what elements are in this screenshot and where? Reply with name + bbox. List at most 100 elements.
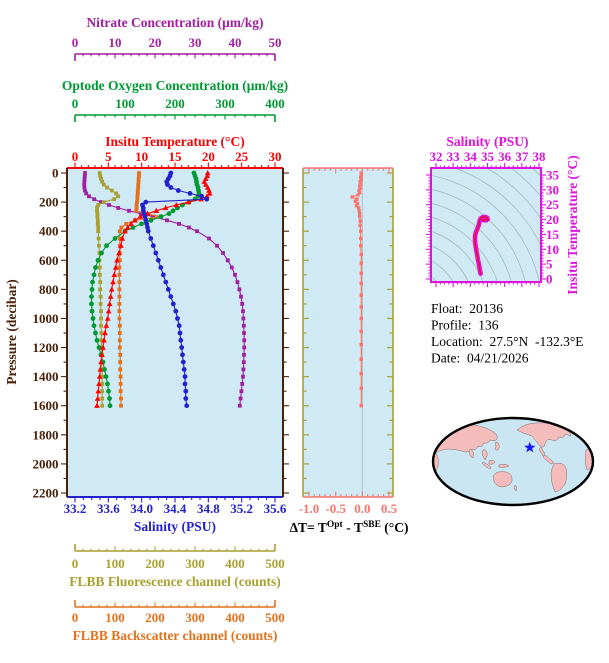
delta-t-tick-label: -0.5 — [325, 501, 346, 516]
delta-t-marker — [359, 372, 363, 376]
nitrate-marker — [127, 208, 131, 213]
oxygen-marker — [107, 403, 113, 409]
salinity-marker — [142, 214, 148, 220]
temperature-axis: 0 5 10 15 20 25 30 Insitu Temperature (°C) — [67, 134, 283, 169]
nitrate-marker — [239, 389, 244, 394]
nitrate-marker — [82, 182, 87, 187]
delta-t-marker — [357, 188, 361, 193]
fluorescence-marker — [114, 191, 119, 196]
nitrate-marker — [99, 200, 103, 204]
oxygen-marker — [89, 301, 94, 307]
temperature-marker — [111, 271, 118, 277]
backscatter-marker — [135, 197, 140, 202]
landmass-greenland — [569, 422, 581, 431]
backscatter-tick-label: 400 — [225, 610, 245, 625]
backscatter-marker — [117, 316, 122, 321]
delta-t-marker — [359, 171, 363, 175]
temperature-profile — [94, 170, 213, 408]
nitrate-axis-title: Nitrate Concentration (μm/kg) — [86, 15, 263, 30]
nitrate-marker — [241, 374, 245, 379]
ts-salinity-tick-label: 37 — [515, 149, 529, 164]
landmass-south-america — [550, 462, 567, 493]
salinity-marker — [153, 250, 159, 256]
temperature-marker — [107, 293, 114, 299]
nitrate-marker — [237, 287, 242, 292]
nitrate-marker — [237, 403, 242, 408]
nitrate-profile — [82, 171, 247, 408]
fluorescence-tick-label: 0 — [72, 556, 79, 571]
nitrate-marker — [215, 243, 219, 248]
fluorescence-marker — [116, 194, 121, 199]
backscatter-marker — [117, 229, 122, 234]
delta-t-marker — [358, 180, 362, 184]
salinity-marker — [173, 308, 179, 314]
ts-salinity-tick-label: 32 — [430, 149, 443, 164]
landmass-central-america — [542, 454, 555, 465]
salinity-marker — [143, 199, 149, 205]
salinity-marker — [183, 396, 189, 401]
delta-t-tick-label: 0.5 — [381, 501, 398, 516]
temperature-marker — [206, 187, 212, 193]
delta-t-marker — [359, 305, 363, 309]
oxygen-marker — [170, 208, 176, 214]
temperature-tick-label: 0 — [72, 149, 79, 164]
delta-t-marker — [357, 212, 362, 216]
fluorescence-marker — [105, 185, 109, 190]
float-location-star — [524, 441, 536, 453]
temperature-tick-label: 15 — [169, 149, 183, 164]
fluorescence-marker — [100, 403, 105, 408]
temperature-marker — [99, 351, 105, 357]
backscatter-marker — [117, 280, 122, 284]
backscatter-marker — [117, 272, 122, 277]
temperature-marker — [94, 395, 101, 401]
nitrate-marker — [239, 294, 243, 299]
nitrate-marker — [221, 251, 225, 255]
oxygen-marker — [93, 265, 98, 270]
nitrate-marker — [235, 280, 240, 284]
temperature-marker — [116, 250, 122, 256]
ts-temp-tick-label: 20 — [546, 212, 559, 227]
delta-t-marker — [358, 223, 362, 228]
fluorescence-marker — [99, 316, 103, 321]
pressure-tick-label: 1000 — [33, 311, 59, 326]
nitrate-marker — [187, 225, 191, 230]
salinity-marker — [165, 182, 170, 188]
delta-t-marker — [359, 271, 363, 276]
landmass-southeast-asia — [481, 448, 488, 461]
nitrate-marker — [240, 382, 245, 386]
delta-t-marker — [356, 193, 360, 197]
oxygen-marker — [103, 374, 109, 379]
fluorescence-marker — [96, 236, 101, 241]
backscatter-marker — [117, 236, 122, 241]
backscatter-marker — [124, 222, 129, 226]
backscatter-marker — [117, 302, 122, 306]
salinity-marker — [148, 236, 154, 241]
salinity-marker — [168, 185, 174, 190]
salinity-marker — [180, 359, 186, 365]
fluorescence-marker — [97, 243, 101, 248]
salinity-tick-label: 34.8 — [197, 501, 220, 516]
salinity-tick-label: 34.0 — [130, 501, 153, 516]
salinity-marker — [165, 287, 171, 292]
pressure-axis: 0 200 400 600 800 1000 1200 1400 1600 1800 2000 220… — [4, 166, 289, 501]
fluorescence-marker — [98, 174, 103, 178]
oxygen-marker — [90, 316, 96, 321]
nitrate-marker — [92, 197, 97, 202]
float-info: Float: 20136 Profile: 136 Location: 27.5… — [431, 301, 584, 366]
fluorescence-marker — [99, 176, 103, 181]
fluorescence-tick-label: 400 — [225, 556, 245, 571]
temperature-marker — [96, 373, 103, 379]
landmass-australia — [492, 471, 513, 488]
backscatter-marker — [136, 182, 141, 187]
temperature-marker — [114, 257, 120, 263]
salinity-axis: 33.2 33.6 34.0 34.4 34.8 35.2 35.6 Salinity (PS… — [64, 496, 287, 534]
fluorescence-tick-label: 500 — [265, 556, 285, 571]
fluorescence-tick-label: 300 — [185, 556, 205, 571]
oxygen-tick-label: 100 — [115, 96, 135, 111]
oxygen-marker — [139, 221, 144, 227]
fluorescence-marker — [98, 294, 103, 299]
salinity-marker — [182, 374, 188, 379]
delta-t-title-pre: ΔT= T — [290, 520, 327, 535]
pressure-tick-label: 2200 — [33, 486, 59, 501]
temperature-tick-label: 25 — [235, 149, 249, 164]
